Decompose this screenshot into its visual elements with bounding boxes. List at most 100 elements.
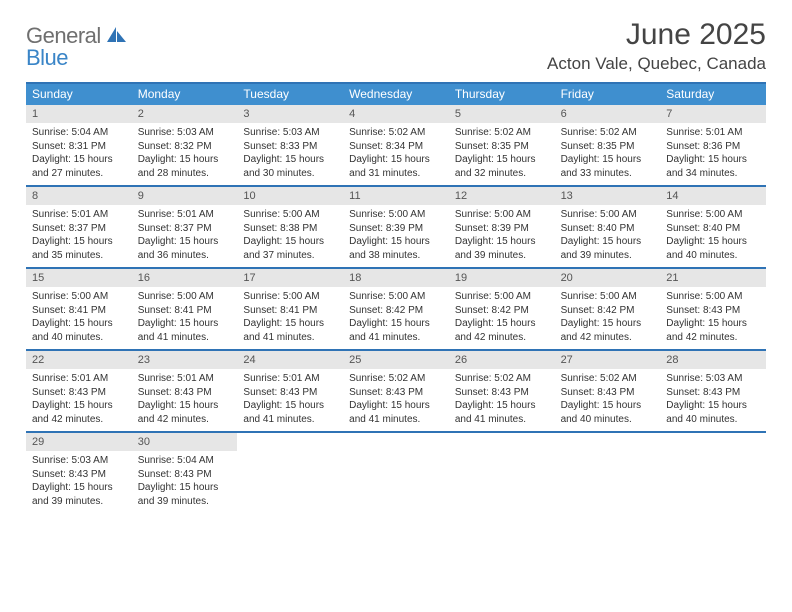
daylight-line: Daylight: 15 hours and 39 minutes. bbox=[561, 235, 655, 262]
day-number: 13 bbox=[555, 187, 661, 205]
header: General Blue June 2025 Acton Vale, Quebe… bbox=[26, 18, 766, 74]
sunrise-line: Sunrise: 5:01 AM bbox=[243, 372, 337, 386]
day-cell: 26Sunrise: 5:02 AMSunset: 8:43 PMDayligh… bbox=[449, 351, 555, 431]
sunrise-line: Sunrise: 5:02 AM bbox=[455, 372, 549, 386]
daylight-line: Daylight: 15 hours and 40 minutes. bbox=[32, 317, 126, 344]
day-number: 11 bbox=[343, 187, 449, 205]
day-body: Sunrise: 5:02 AMSunset: 8:43 PMDaylight:… bbox=[555, 372, 661, 426]
day-number: 7 bbox=[660, 105, 766, 123]
sunrise-line: Sunrise: 5:01 AM bbox=[666, 126, 760, 140]
day-body: Sunrise: 5:04 AMSunset: 8:31 PMDaylight:… bbox=[26, 126, 132, 180]
week-row: 15Sunrise: 5:00 AMSunset: 8:41 PMDayligh… bbox=[26, 269, 766, 351]
daylight-line: Daylight: 15 hours and 40 minutes. bbox=[666, 235, 760, 262]
sunset-line: Sunset: 8:33 PM bbox=[243, 140, 337, 154]
sunset-line: Sunset: 8:39 PM bbox=[349, 222, 443, 236]
sunset-line: Sunset: 8:35 PM bbox=[561, 140, 655, 154]
sunset-line: Sunset: 8:43 PM bbox=[455, 386, 549, 400]
sunrise-line: Sunrise: 5:02 AM bbox=[455, 126, 549, 140]
day-number: 8 bbox=[26, 187, 132, 205]
logo: General Blue bbox=[26, 18, 127, 69]
day-cell: 23Sunrise: 5:01 AMSunset: 8:43 PMDayligh… bbox=[132, 351, 238, 431]
daylight-line: Daylight: 15 hours and 42 minutes. bbox=[666, 317, 760, 344]
daylight-line: Daylight: 15 hours and 41 minutes. bbox=[455, 399, 549, 426]
day-cell bbox=[237, 433, 343, 513]
day-number: 19 bbox=[449, 269, 555, 287]
day-number: 28 bbox=[660, 351, 766, 369]
sunrise-line: Sunrise: 5:01 AM bbox=[32, 208, 126, 222]
day-cell: 14Sunrise: 5:00 AMSunset: 8:40 PMDayligh… bbox=[660, 187, 766, 267]
sunrise-line: Sunrise: 5:00 AM bbox=[666, 290, 760, 304]
sunrise-line: Sunrise: 5:04 AM bbox=[32, 126, 126, 140]
sunset-line: Sunset: 8:38 PM bbox=[243, 222, 337, 236]
daylight-line: Daylight: 15 hours and 39 minutes. bbox=[138, 481, 232, 508]
day-body: Sunrise: 5:01 AMSunset: 8:36 PMDaylight:… bbox=[660, 126, 766, 180]
sunset-line: Sunset: 8:43 PM bbox=[32, 386, 126, 400]
day-number: 12 bbox=[449, 187, 555, 205]
day-number: 29 bbox=[26, 433, 132, 451]
daylight-line: Daylight: 15 hours and 42 minutes. bbox=[561, 317, 655, 344]
day-cell: 17 Sunrise: 5:00 AMSunset: 8:41 PMDayligh… bbox=[237, 269, 343, 349]
day-number: 20 bbox=[555, 269, 661, 287]
sunset-line: Sunset: 8:43 PM bbox=[349, 386, 443, 400]
sunset-line: Sunset: 8:43 PM bbox=[666, 304, 760, 318]
day-cell bbox=[555, 433, 661, 513]
sunset-line: Sunset: 8:43 PM bbox=[32, 468, 126, 482]
daylight-line: Daylight: 15 hours and 41 minutes. bbox=[243, 317, 337, 344]
sunset-line: Sunset: 8:40 PM bbox=[666, 222, 760, 236]
day-cell: 2Sunrise: 5:03 AMSunset: 8:32 PMDaylight… bbox=[132, 105, 238, 185]
daylight-line: Daylight: 15 hours and 40 minutes. bbox=[666, 399, 760, 426]
day-cell: 3Sunrise: 5:03 AMSunset: 8:33 PMDaylight… bbox=[237, 105, 343, 185]
day-number: 22 bbox=[26, 351, 132, 369]
sunrise-line: Sunrise: 5:00 AM bbox=[32, 290, 126, 304]
dow-cell: Monday bbox=[132, 84, 238, 105]
day-number: 25 bbox=[343, 351, 449, 369]
sunset-line: Sunset: 8:41 PM bbox=[138, 304, 232, 318]
day-number: 30 bbox=[132, 433, 238, 451]
day-cell: 16Sunrise: 5:00 AMSunset: 8:41 PMDayligh… bbox=[132, 269, 238, 349]
day-cell: 10 Sunrise: 5:00 AMSunset: 8:38 PMDayligh… bbox=[237, 187, 343, 267]
day-body: Sunrise: 5:00 AMSunset: 8:39 PMDaylight:… bbox=[449, 208, 555, 262]
daylight-line: Daylight: 15 hours and 42 minutes. bbox=[455, 317, 549, 344]
day-body: Sunrise: 5:04 AMSunset: 8:43 PMDaylight:… bbox=[132, 454, 238, 508]
day-cell: 5Sunrise: 5:02 AMSunset: 8:35 PMDaylight… bbox=[449, 105, 555, 185]
day-number: 2 bbox=[132, 105, 238, 123]
dow-cell: Wednesday bbox=[343, 84, 449, 105]
day-cell: 24Sunrise: 5:01 AMSunset: 8:43 PMDayligh… bbox=[237, 351, 343, 431]
day-number: 6 bbox=[555, 105, 661, 123]
day-cell bbox=[343, 433, 449, 513]
day-cell: 9Sunrise: 5:01 AMSunset: 8:37 PMDaylight… bbox=[132, 187, 238, 267]
sunrise-line: Sunrise: 5:00 AM bbox=[243, 208, 337, 222]
daylight-line: Daylight: 15 hours and 41 minutes. bbox=[349, 399, 443, 426]
day-number: 17 bbox=[237, 269, 343, 287]
day-body: Sunrise: 5:03 AMSunset: 8:43 PMDaylight:… bbox=[660, 372, 766, 426]
day-number: 10 bbox=[237, 187, 343, 205]
sunrise-line: Sunrise: 5:01 AM bbox=[138, 372, 232, 386]
day-cell: 15Sunrise: 5:00 AMSunset: 8:41 PMDayligh… bbox=[26, 269, 132, 349]
location: Acton Vale, Quebec, Canada bbox=[547, 54, 766, 74]
daylight-line: Daylight: 15 hours and 32 minutes. bbox=[455, 153, 549, 180]
day-body: Sunrise: 5:02 AMSunset: 8:34 PMDaylight:… bbox=[343, 126, 449, 180]
day-cell: 28 Sunrise: 5:03 AMSunset: 8:43 PMDayligh… bbox=[660, 351, 766, 431]
sunrise-line: Sunrise: 5:01 AM bbox=[138, 208, 232, 222]
sunset-line: Sunset: 8:43 PM bbox=[561, 386, 655, 400]
day-cell: 22Sunrise: 5:01 AMSunset: 8:43 PMDayligh… bbox=[26, 351, 132, 431]
day-body: Sunrise: 5:01 AMSunset: 8:43 PMDaylight:… bbox=[237, 372, 343, 426]
day-cell bbox=[449, 433, 555, 513]
sunrise-line: Sunrise: 5:03 AM bbox=[243, 126, 337, 140]
day-body: Sunrise: 5:00 AMSunset: 8:41 PMDaylight:… bbox=[237, 290, 343, 344]
day-body: Sunrise: 5:00 AMSunset: 8:41 PMDaylight:… bbox=[132, 290, 238, 344]
day-number: 21 bbox=[660, 269, 766, 287]
daylight-line: Daylight: 15 hours and 38 minutes. bbox=[349, 235, 443, 262]
dow-cell: Saturday bbox=[660, 84, 766, 105]
day-number: 4 bbox=[343, 105, 449, 123]
day-body: Sunrise: 5:01 AMSunset: 8:43 PMDaylight:… bbox=[132, 372, 238, 426]
day-body: Sunrise: 5:00 AMSunset: 8:42 PMDaylight:… bbox=[343, 290, 449, 344]
daylight-line: Daylight: 15 hours and 40 minutes. bbox=[561, 399, 655, 426]
daylight-line: Daylight: 15 hours and 28 minutes. bbox=[138, 153, 232, 180]
day-number: 15 bbox=[26, 269, 132, 287]
day-cell: 25Sunrise: 5:02 AMSunset: 8:43 PMDayligh… bbox=[343, 351, 449, 431]
day-body: Sunrise: 5:00 AMSunset: 8:38 PMDaylight:… bbox=[237, 208, 343, 262]
sunset-line: Sunset: 8:37 PM bbox=[32, 222, 126, 236]
sunrise-line: Sunrise: 5:03 AM bbox=[32, 454, 126, 468]
daylight-line: Daylight: 15 hours and 34 minutes. bbox=[666, 153, 760, 180]
